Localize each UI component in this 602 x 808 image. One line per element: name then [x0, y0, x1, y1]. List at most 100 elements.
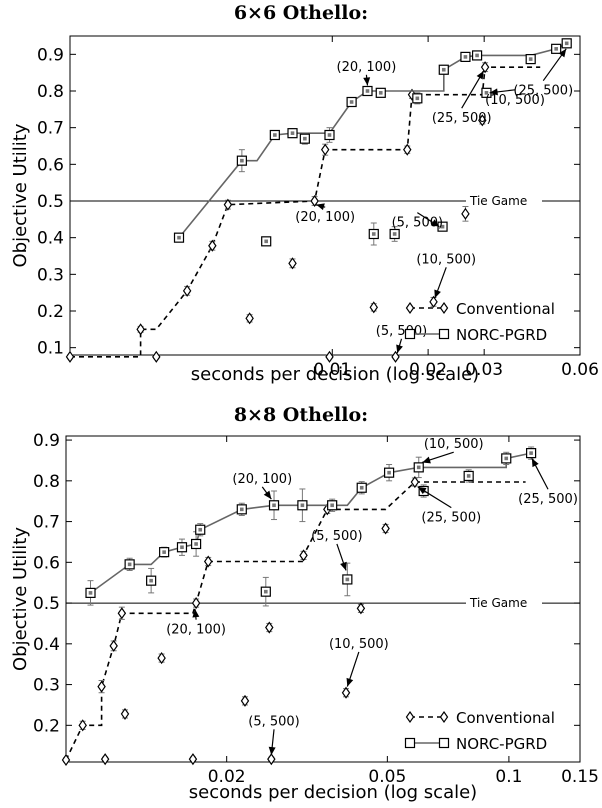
- x-tick-label: 0.01: [313, 360, 351, 380]
- norc-pgrd-point-core: [88, 591, 93, 595]
- y-tick-label: 0.3: [37, 265, 64, 285]
- norc-pgrd-point-core: [345, 577, 350, 582]
- norc-pgrd-point-core: [349, 100, 354, 104]
- legend-marker: [438, 737, 450, 749]
- point-annotation-label: (10, 500): [485, 93, 545, 108]
- norc-pgrd-point-core: [330, 503, 334, 508]
- annotation-arrowhead: [558, 48, 567, 58]
- conventional-point: [320, 143, 330, 156]
- norc-pgrd-point-core: [365, 89, 370, 93]
- norc-pgrd-point-core: [371, 232, 376, 236]
- annotation-arrowhead: [316, 203, 325, 211]
- conventional-point: [240, 694, 250, 707]
- point-annotation-label: (5, 500): [376, 324, 428, 339]
- annotation-arrowhead: [396, 344, 403, 354]
- conventional-point: [117, 607, 127, 620]
- conventional-point: [100, 753, 110, 766]
- annotation-arrowhead: [263, 490, 272, 500]
- legend-marker: [439, 301, 449, 315]
- plot-frame: [65, 435, 581, 763]
- annotation-arrowhead: [434, 289, 441, 299]
- tie-game-label: Tie Game: [469, 596, 527, 610]
- norc-pgrd-point-core: [529, 451, 533, 455]
- norc-pgrd-point-core: [440, 224, 445, 229]
- norc-pgrd-point-core: [378, 91, 383, 95]
- x-tick-label: 0.02: [208, 767, 246, 787]
- norc-pgrd-point-core: [475, 53, 479, 58]
- conventional-point: [410, 476, 420, 489]
- conventional-point: [203, 555, 213, 568]
- norc-pgrd-point-core: [177, 235, 181, 240]
- y-tick-label: 0.4: [33, 635, 60, 655]
- legend-label: NORC-PGRD: [456, 326, 547, 344]
- norc-pgrd-point-core: [327, 133, 332, 137]
- annotation-arrowhead: [430, 219, 440, 227]
- x-tick-label: 0.05: [368, 767, 406, 787]
- legend-marker: [404, 737, 416, 749]
- conventional-point: [120, 707, 130, 720]
- conventional-point: [429, 295, 438, 308]
- norc-pgrd-point-core: [264, 239, 268, 244]
- conventional-point: [461, 207, 470, 220]
- norc-pgrd-point-core: [273, 133, 277, 137]
- y-tick-label: 0.4: [37, 229, 64, 249]
- series-frontier-line: [90, 452, 532, 594]
- conventional-point: [152, 350, 161, 363]
- y-tick-label: 0.5: [37, 192, 64, 212]
- legend-marker: [405, 710, 415, 724]
- conventional-point: [109, 639, 118, 652]
- point-annotation-label: (5, 500): [311, 529, 363, 544]
- chart-title: 8×8 Othello:: [233, 404, 369, 426]
- annotation-arrowhead: [476, 70, 484, 80]
- legend-label: NORC-PGRD: [456, 735, 547, 753]
- norc-pgrd-point-core: [466, 474, 471, 478]
- norc-pgrd-point-core: [194, 542, 198, 546]
- conventional-point: [325, 350, 334, 363]
- legend-marker: [439, 710, 449, 724]
- norc-pgrd-point-core: [564, 41, 569, 46]
- conventional-point: [78, 719, 87, 732]
- conventional-point: [208, 239, 217, 252]
- annotation-arrowhead: [531, 458, 539, 468]
- legend-label: Conventional: [456, 709, 555, 727]
- y-tick-label: 0.8: [33, 472, 60, 492]
- x-axis-label: seconds per decision (log scale): [191, 364, 479, 385]
- conventional-point: [341, 686, 351, 699]
- norc-pgrd-point-core: [554, 47, 558, 51]
- chart-8x8-plot: 0.2 0.3 0.4 0.5 0.6 0.7 0.8 0.9 0.02 0.05 0.1 0.15 s…: [10, 431, 599, 803]
- conventional-point: [310, 194, 319, 208]
- y-tick-label: 0.7: [37, 119, 64, 139]
- point-annotation-label: (20, 100): [337, 60, 397, 75]
- point-annotation-label: (25, 500): [421, 511, 481, 526]
- y-tick-label: 0.9: [37, 45, 64, 65]
- conventional-point: [157, 652, 166, 665]
- legend-marker: [405, 301, 415, 315]
- conventional-point: [265, 621, 274, 634]
- norc-pgrd-point-core: [441, 67, 446, 72]
- norc-pgrd-point-core: [303, 136, 307, 141]
- norc-pgrd-point-core: [272, 503, 276, 508]
- conventional-point: [267, 753, 276, 766]
- legend-marker: [404, 328, 416, 340]
- norc-pgrd-point-core: [484, 91, 489, 95]
- conventional-point: [61, 753, 71, 767]
- x-tick-label: 0.15: [561, 767, 599, 787]
- conventional-point: [299, 549, 308, 562]
- conventional-point: [356, 602, 366, 615]
- norc-pgrd-point-core: [416, 465, 421, 470]
- point-annotation-label: (20, 100): [232, 472, 292, 487]
- point-annotation-label: (25, 500): [518, 492, 578, 507]
- y-tick-label: 0.9: [33, 431, 60, 451]
- y-axis-label: Objective Utility: [10, 527, 31, 671]
- conventional-point: [288, 257, 297, 270]
- norc-pgrd-point-core: [300, 503, 305, 508]
- conventional-point: [97, 680, 106, 693]
- point-annotation-label: (5, 500): [248, 714, 300, 729]
- norc-pgrd-point-core: [290, 131, 295, 135]
- y-tick-label: 0.5: [33, 594, 60, 614]
- conventional-point: [245, 312, 254, 325]
- chart-title: 6×6 Othello:: [233, 2, 369, 24]
- annotation-arrowhead: [340, 561, 347, 571]
- conventional-point: [182, 284, 192, 297]
- conventional-point: [403, 143, 412, 156]
